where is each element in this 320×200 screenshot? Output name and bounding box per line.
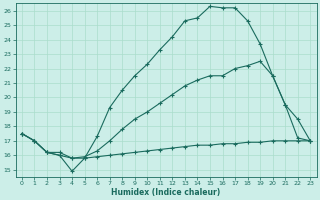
X-axis label: Humidex (Indice chaleur): Humidex (Indice chaleur) [111, 188, 221, 197]
